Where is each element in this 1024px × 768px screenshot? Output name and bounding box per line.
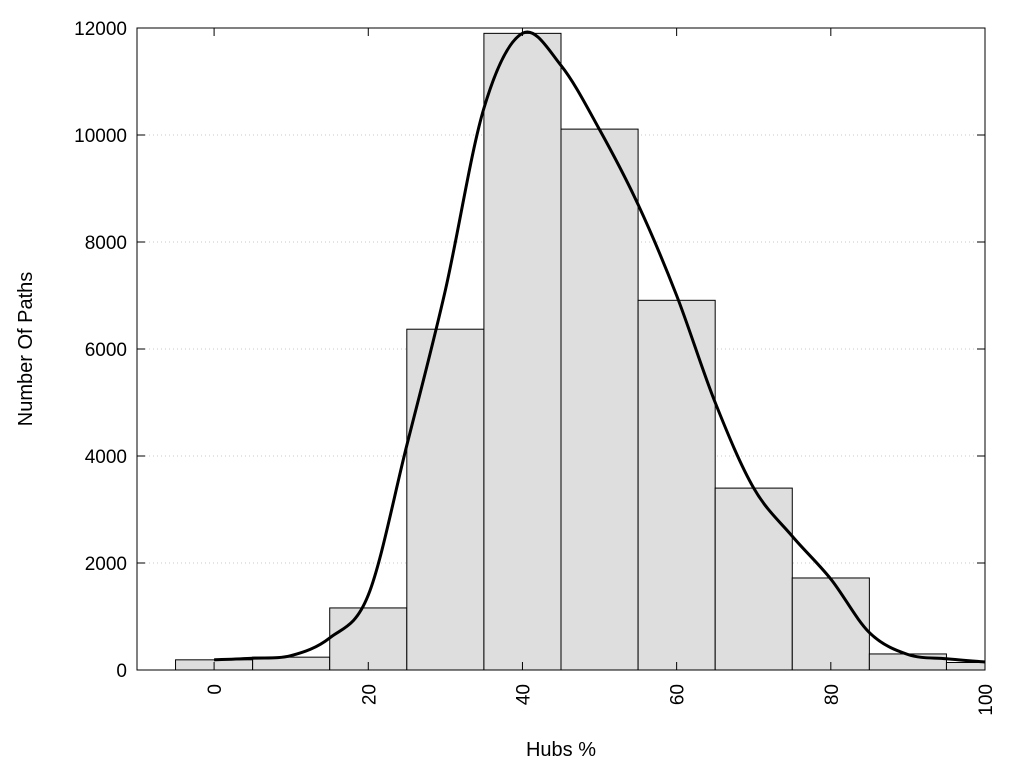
x-tick-label: 100 (976, 684, 997, 716)
y-tick-label: 4000 (85, 447, 127, 468)
density-curve (214, 30, 985, 664)
histogram-bar (791, 577, 870, 670)
histogram-bar (329, 607, 408, 670)
x-tick-label: 80 (822, 684, 843, 705)
x-axis-ticks: 0 20 40 60 80 100 (205, 28, 997, 716)
y-tick-label: 0 (116, 661, 127, 682)
y-axis-title: Number Of Paths (15, 272, 37, 427)
density-curve-line (214, 30, 985, 664)
histogram-bar (483, 32, 562, 670)
histogram-bar (560, 128, 639, 670)
y-axis-ticks: 0 2000 4000 6000 8000 10000 12000 (74, 19, 985, 682)
histogram-bar (637, 299, 716, 670)
y-tick-label: 8000 (85, 233, 127, 254)
x-tick-label: 0 (205, 684, 226, 695)
x-tick-label: 60 (668, 684, 689, 705)
x-tick-label: 40 (513, 684, 534, 705)
x-tick-label: 20 (359, 684, 380, 705)
y-tick-label: 10000 (74, 126, 127, 147)
histogram-bar (714, 487, 793, 670)
y-tick-label: 12000 (74, 19, 127, 40)
y-tick-label: 6000 (85, 340, 127, 361)
y-tick-label: 2000 (85, 554, 127, 575)
histogram-bar (406, 328, 485, 670)
x-axis-title: Hubs % (526, 739, 596, 761)
histogram-bars (175, 32, 985, 670)
histogram-bar (868, 653, 947, 670)
